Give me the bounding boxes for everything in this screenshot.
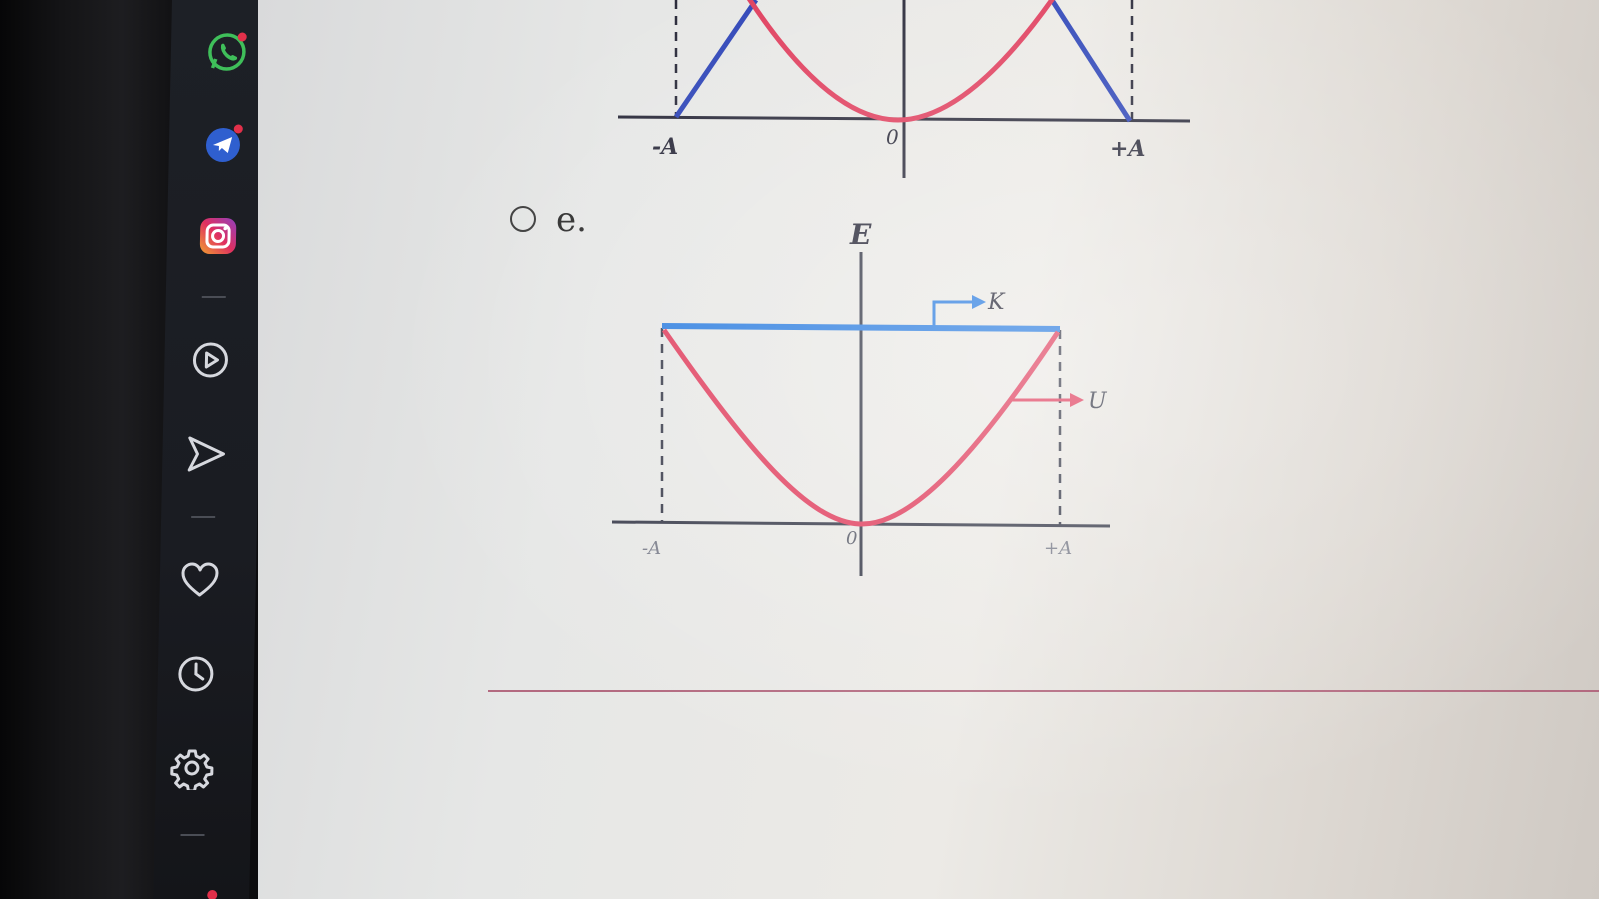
quiz-page: -A 0 +A e. E K U -A 0 +A: [258, 0, 1599, 899]
option-d-graph: -A 0 +A: [617, 0, 1191, 178]
potential-arrowhead: [1070, 393, 1084, 407]
monitor-bezel: [0, 0, 175, 899]
play-circle-icon: [192, 342, 228, 378]
send-icon: [187, 436, 225, 472]
kinetic-arrowhead: [972, 295, 986, 309]
sidebar-item-whatsapp[interactable]: [202, 28, 251, 76]
kinetic-curve-right: [1049, 0, 1133, 123]
x-label-origin: 0: [886, 125, 899, 149]
x-label-minus-a: -A: [642, 538, 661, 559]
x-label-origin: 0: [846, 528, 857, 549]
clock-icon: [178, 656, 214, 692]
sidebar-separator: [180, 834, 205, 836]
browser-sidebar: [153, 0, 268, 899]
x-label-minus-a: -A: [652, 134, 678, 160]
telegram-icon: [205, 124, 243, 162]
sidebar-separator: [201, 296, 226, 298]
sidebar-item-telegram[interactable]: [198, 120, 247, 168]
notification-badge: [233, 124, 243, 134]
sidebar-item-send[interactable]: [181, 430, 230, 478]
y-axis-label-e: E: [849, 218, 872, 251]
option-e-label[interactable]: e.: [556, 200, 587, 240]
kinetic-pointer-arrow: [932, 300, 976, 328]
kinetic-curve-left: [673, 0, 759, 119]
sidebar-item-instagram[interactable]: [194, 212, 243, 260]
gear-icon: [170, 749, 214, 790]
sidebar-item-settings[interactable]: [167, 744, 216, 792]
notification-badge: [207, 890, 218, 899]
sidebar-item-favorites[interactable]: [175, 556, 224, 604]
potential-label: U: [1088, 389, 1108, 414]
instagram-icon: [199, 218, 237, 254]
heart-icon: [181, 562, 219, 597]
x-label-plus-a: +A: [1110, 136, 1146, 162]
kinetic-label: K: [987, 290, 1006, 315]
x-label-plus-a: +A: [1044, 538, 1072, 559]
whatsapp-icon: [208, 32, 247, 71]
sidebar-item-player[interactable]: [186, 336, 235, 384]
potential-curve: [661, 328, 1061, 527]
total-energy-line: [661, 323, 1061, 332]
sidebar-separator: [191, 516, 216, 518]
notification-badge: [237, 32, 247, 42]
option-e-radio[interactable]: [510, 206, 536, 232]
option-e-graph: E K U -A 0 +A: [611, 218, 1111, 576]
question-divider: [488, 690, 1599, 692]
sidebar-item-history[interactable]: [171, 650, 220, 698]
potential-curve: [747, 0, 1055, 123]
